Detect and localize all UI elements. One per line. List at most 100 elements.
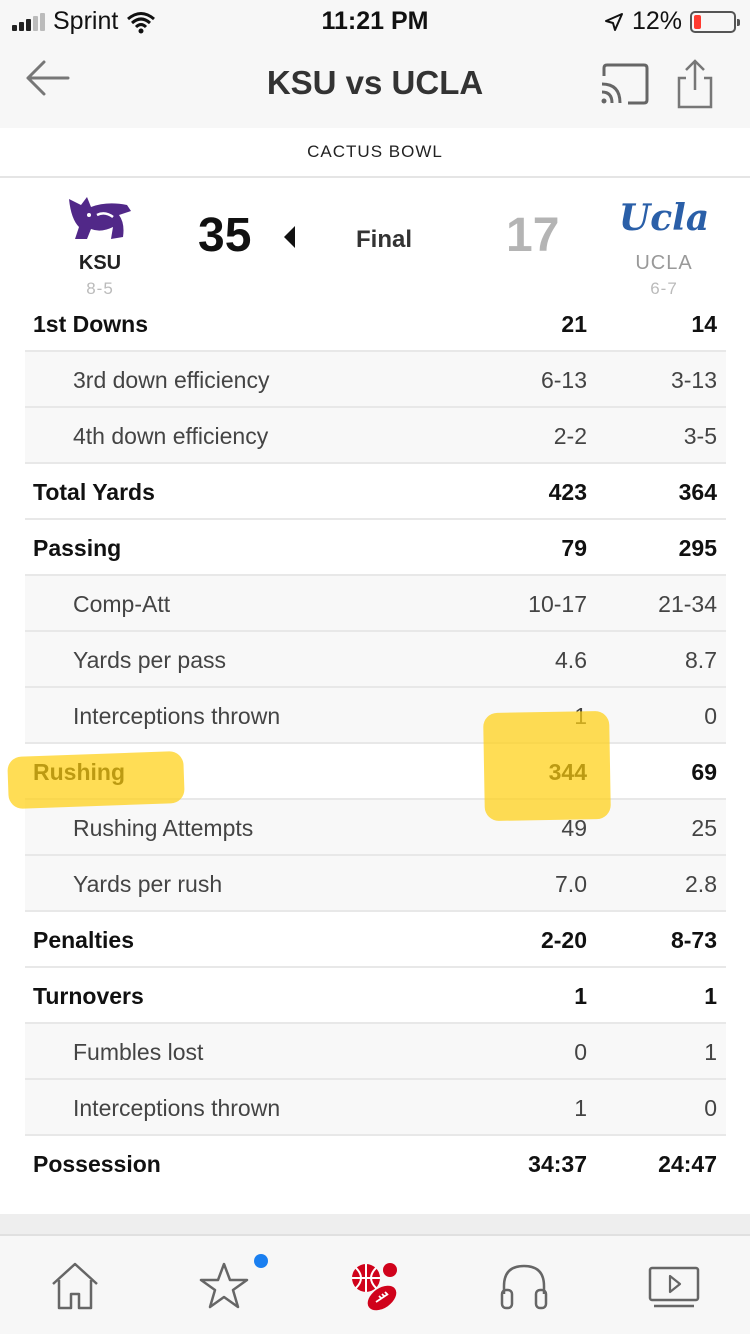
stat-row: Turnovers 1 1 (25, 968, 726, 1024)
wifi-icon (127, 11, 156, 33)
ksu-stat-value: 79 (561, 535, 587, 561)
stat-label: Penalties (33, 927, 134, 953)
home-team[interactable]: KSU 8-5 (40, 190, 160, 299)
away-team-record: 6-7 (650, 279, 678, 298)
ucla-stat-value: 24:47 (658, 1151, 717, 1177)
stat-row: Interceptions thrown 1 0 (25, 1080, 726, 1136)
stat-label: Passing (33, 535, 122, 561)
stat-label: Turnovers (33, 983, 144, 1009)
home-team-record: 8-5 (86, 279, 114, 298)
stat-row: Possession 34:37 24:47 (25, 1136, 726, 1192)
ksu-stat-value: 10-17 (528, 591, 587, 617)
stat-label: Possession (33, 1151, 161, 1177)
ksu-stat-value: 344 (548, 759, 587, 785)
sports-balls-icon (352, 1263, 397, 1311)
location-arrow-icon (604, 12, 623, 31)
game-status: Final (356, 226, 413, 253)
tab-home[interactable] (45, 1256, 105, 1316)
ksu-stat-value: 7.0 (555, 871, 587, 897)
stat-row: Penalties 2-20 8-73 (25, 912, 726, 968)
ksu-stat-value: 49 (561, 815, 587, 841)
nav-bar: KSU vs UCLA (0, 40, 750, 128)
away-score: 17 (506, 209, 560, 262)
notification-dot (254, 1254, 268, 1268)
home-score: 35 (198, 209, 252, 262)
ucla-stat-value: 3-13 (670, 367, 717, 393)
stat-row: Yards per pass 4.6 8.7 (25, 632, 726, 688)
star-icon (199, 1262, 249, 1309)
bowl-title: CACTUS BOWL (0, 128, 750, 178)
stat-row: Fumbles lost 0 1 (25, 1024, 726, 1080)
back-arrow-icon[interactable] (24, 58, 72, 98)
ucla-stat-value: 1 (704, 983, 717, 1009)
ksu-stat-value: 2-20 (540, 927, 587, 953)
stat-row: Passing 79 295 (25, 520, 726, 576)
stat-row: 4th down efficiency 2-2 3-5 (25, 408, 726, 464)
stat-label: Comp-Att (73, 591, 171, 617)
stat-row: Interceptions thrown 1 0 (25, 688, 726, 744)
away-team-abbr: UCLA (635, 252, 693, 274)
stat-label: Interceptions thrown (73, 1095, 281, 1121)
winner-indicator-icon (284, 226, 295, 248)
cast-icon[interactable] (598, 62, 650, 106)
ucla-stat-value: 25 (691, 815, 717, 841)
ksu-stat-value: 1 (574, 703, 587, 729)
ucla-stat-value: 0 (704, 1095, 717, 1121)
tab-favorites[interactable] (194, 1256, 254, 1316)
ksu-stat-value: 0 (574, 1039, 587, 1065)
ucla-stat-value: 1 (704, 1039, 717, 1065)
ksu-stat-value: 4.6 (555, 647, 587, 673)
ksu-stat-value: 1 (574, 1095, 587, 1121)
battery-icon (690, 10, 740, 33)
ksu-stat-value: 34:37 (528, 1151, 587, 1177)
ksu-wildcat-logo (69, 197, 131, 239)
video-icon (648, 1266, 700, 1308)
status-bar: Sprint 11:21 PM 12% (0, 0, 750, 40)
clock: 11:21 PM (321, 7, 429, 35)
page-title: KSU vs UCLA (266, 64, 484, 101)
stat-row: Rushing Attempts 49 25 (25, 800, 726, 856)
scoreboard: KSU 8-5 35 Final 17 Ucla UCLA 6-7 (0, 180, 750, 310)
ucla-stat-value: 21-34 (658, 591, 717, 617)
ucla-stat-value: 295 (678, 535, 717, 561)
stat-label: 4th down efficiency (73, 423, 269, 449)
signal-icon (12, 12, 47, 31)
ucla-stat-value: 2.8 (685, 871, 717, 897)
away-team[interactable]: Ucla UCLA 6-7 (604, 190, 724, 299)
ucla-stat-value: 3-5 (683, 423, 717, 449)
stat-row: Rushing 344 69 (25, 744, 726, 800)
stat-label: Total Yards (33, 479, 155, 505)
home-team-abbr: KSU (78, 252, 122, 274)
headphones-icon (500, 1264, 548, 1310)
stat-label: Rushing Attempts (73, 815, 254, 841)
carrier-name: Sprint (53, 7, 119, 35)
ksu-stat-value: 21 (561, 311, 587, 337)
tab-audio[interactable] (494, 1256, 554, 1316)
ksu-stat-value: 2-2 (553, 423, 587, 449)
ucla-logo: Ucla (618, 197, 710, 239)
content-bottom-divider (0, 1214, 750, 1234)
stat-row: Total Yards 423 364 (25, 464, 726, 520)
tab-video[interactable] (644, 1256, 704, 1316)
stat-label: Yards per rush (73, 871, 223, 897)
status-right: 12% (604, 7, 740, 36)
stat-label: Interceptions thrown (73, 703, 281, 729)
stat-row: Comp-Att 10-17 21-34 (25, 576, 726, 632)
stat-label: Rushing (33, 759, 125, 785)
ksu-stat-value: 423 (548, 479, 587, 505)
stat-row: Yards per rush 7.0 2.8 (25, 856, 726, 912)
ucla-stat-value: 364 (678, 479, 717, 505)
stat-label: Fumbles lost (73, 1039, 204, 1065)
ucla-stat-value: 8.7 (685, 647, 717, 673)
tab-bar (0, 1234, 750, 1334)
ucla-stat-value: 14 (691, 311, 717, 337)
ksu-stat-value: 6-13 (540, 367, 587, 393)
ucla-stat-value: 0 (704, 703, 717, 729)
home-icon (52, 1262, 98, 1310)
stat-row: 3rd down efficiency 6-13 3-13 (25, 352, 726, 408)
ucla-stat-value: 69 (691, 759, 717, 785)
share-icon[interactable] (674, 58, 716, 110)
battery-percent: 12% (631, 7, 682, 35)
tab-sports[interactable] (344, 1256, 404, 1316)
stat-row: 1st Downs 21 14 (25, 296, 726, 352)
